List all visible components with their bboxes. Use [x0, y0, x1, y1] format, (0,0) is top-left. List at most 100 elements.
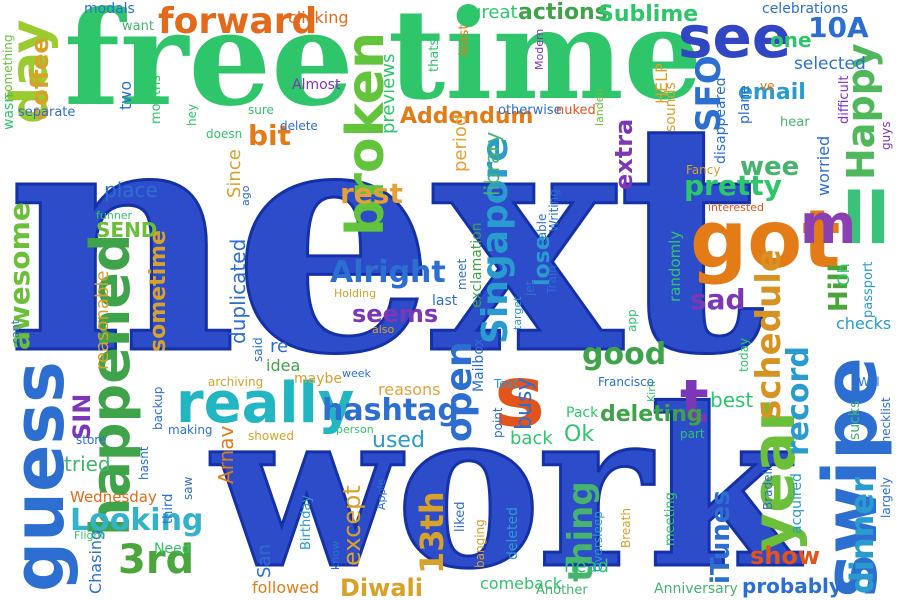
word-saw: saw	[181, 476, 195, 500]
word-train: Train	[545, 265, 559, 294]
word-checks: checks	[836, 314, 892, 333]
word-used: used	[372, 428, 425, 453]
word-hear: hear	[780, 115, 810, 130]
word-francisco: Francisco	[598, 375, 655, 389]
word-mailbox: Mailbox	[471, 338, 487, 392]
word-pretty: pretty	[684, 169, 782, 202]
word-free: free	[64, 0, 354, 135]
word-celebrations: celebrations	[762, 1, 849, 17]
word-email: email	[738, 80, 806, 105]
word-one: one	[770, 28, 812, 52]
word-almost: Almost	[292, 77, 341, 93]
word-guys: guys	[879, 121, 893, 150]
word-sounds: sounds	[663, 82, 679, 132]
word-need: Need	[154, 541, 191, 557]
word-otherwise: otherwise	[498, 103, 562, 118]
word-san: San	[254, 544, 275, 578]
word-time: time	[388, 0, 703, 128]
word-deleted: deleted	[505, 507, 521, 560]
word-great: great	[470, 2, 518, 23]
word-exclamation: exclamation	[469, 222, 485, 308]
word-seems: seems	[352, 300, 439, 328]
word-sad: sad	[690, 283, 746, 316]
word-know: know	[329, 540, 342, 570]
word-also: also	[372, 323, 395, 336]
word-another: Another	[536, 583, 588, 598]
word-looking: Looking	[70, 503, 204, 538]
word-bradell: Bradell	[761, 467, 775, 510]
word-pack: Pack	[566, 405, 599, 421]
word-checklist: checklist	[879, 397, 893, 450]
word-ago: ago	[239, 185, 252, 206]
word-followed: followed	[252, 578, 320, 597]
word-difficult: difficult	[837, 75, 852, 124]
word-oversleep: Oversleep	[591, 511, 605, 572]
word-except: except	[338, 485, 366, 566]
word-rest: rest	[340, 177, 403, 210]
word-birthday: Birthday	[299, 494, 314, 550]
word-hey: hey	[185, 103, 199, 126]
word-making: making	[168, 423, 213, 437]
word-worried: worried	[814, 135, 833, 196]
word-arnav: Arnav	[214, 425, 238, 484]
word-13th: 13th	[413, 491, 451, 574]
word-send: SEND	[96, 218, 158, 242]
word-doesn: doesn	[206, 127, 243, 141]
word-3rd: 3rd	[118, 537, 195, 583]
word-funner: funner	[96, 209, 133, 222]
word-s: s	[494, 347, 546, 447]
word-show: show	[750, 542, 821, 570]
word-previews: previews	[378, 53, 399, 134]
word-m: m	[800, 193, 857, 256]
word-duplicated: duplicated	[226, 238, 250, 344]
word-place: place	[104, 178, 158, 202]
word-comeback: comeback	[480, 574, 563, 593]
word-fancy: Fancy	[686, 163, 721, 177]
word-writing: Writing	[547, 189, 561, 232]
word-last: last	[432, 293, 458, 309]
word-sometime: sometime	[146, 230, 171, 352]
word-selected: selected	[794, 54, 866, 74]
word-back: back	[510, 428, 553, 449]
word-re: re	[270, 336, 289, 357]
word-interested: interested	[708, 201, 764, 214]
word-least: least	[457, 24, 472, 56]
word-tried: tried	[64, 452, 111, 476]
word-idea: idea	[266, 356, 301, 375]
word-part: part	[680, 427, 705, 441]
word-diwali: Diwali	[340, 574, 423, 600]
word-delete: delete	[280, 119, 318, 133]
word-10a: 10A	[808, 11, 869, 44]
word-week: week	[342, 367, 371, 380]
word-bit: bit	[248, 119, 292, 152]
word-said: said	[251, 337, 265, 362]
word-hashtag: hashtag	[322, 393, 459, 428]
word-anniversary: Anniversary	[654, 581, 738, 597]
word-apple: Apple	[375, 478, 388, 510]
word-disappeared: disappeared	[713, 77, 729, 164]
word-landed: landed	[593, 88, 606, 126]
word-good: good	[582, 337, 667, 372]
word-months: months	[149, 75, 164, 124]
word-thats: thats	[427, 38, 442, 72]
word-backup: backup	[151, 386, 165, 430]
word-will: Will	[858, 375, 880, 389]
word-meeting: meeting	[663, 492, 678, 546]
word-banging: banging	[473, 519, 487, 568]
word-something: something	[1, 34, 15, 98]
word-reasons: reasons	[378, 380, 441, 399]
word-app: app	[625, 309, 639, 332]
word-largely: largely	[879, 477, 893, 518]
word-meet: meet	[455, 258, 469, 290]
word-jet: jet	[523, 280, 537, 296]
word-liked: liked	[453, 501, 468, 532]
word-itunes: iTunes	[706, 490, 736, 584]
word-addendum: Addendum	[400, 104, 534, 129]
word-wasn: wasn	[1, 93, 17, 130]
word-next: next	[4, 50, 765, 424]
word-wednesday: Wednesday	[70, 488, 157, 506]
word-record: record	[781, 346, 816, 456]
word-breath: Breath	[619, 508, 633, 548]
word-ve: ve	[760, 79, 775, 93]
